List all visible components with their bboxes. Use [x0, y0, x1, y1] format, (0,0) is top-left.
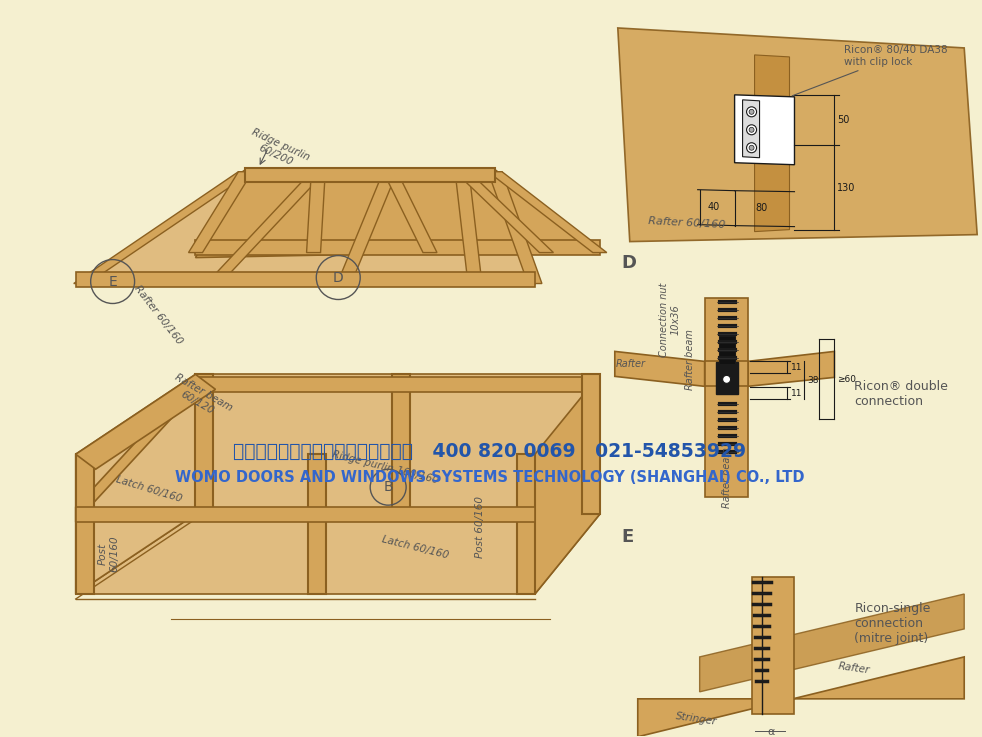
Text: Rafter beam
60/120: Rafter beam 60/120 [167, 371, 234, 423]
Circle shape [749, 128, 754, 132]
Polygon shape [246, 168, 495, 182]
Text: Ricon® double
connection: Ricon® double connection [854, 380, 949, 408]
Polygon shape [383, 172, 437, 253]
Text: Rafter: Rafter [838, 662, 870, 676]
Polygon shape [195, 374, 600, 514]
Circle shape [723, 375, 731, 383]
Polygon shape [308, 454, 326, 594]
Polygon shape [76, 377, 195, 522]
Polygon shape [189, 172, 252, 253]
Polygon shape [195, 170, 600, 257]
Polygon shape [76, 514, 600, 594]
Text: Latch 60/160: Latch 60/160 [114, 475, 183, 504]
Text: 38: 38 [807, 376, 819, 385]
Text: Rafter 60/160: Rafter 60/160 [133, 283, 185, 346]
Polygon shape [195, 240, 600, 254]
Polygon shape [747, 352, 835, 386]
Polygon shape [306, 172, 325, 253]
Polygon shape [705, 298, 747, 497]
Polygon shape [705, 361, 747, 386]
Polygon shape [74, 172, 252, 284]
Text: Ricon® 80/40 DA38
with clip lock: Ricon® 80/40 DA38 with clip lock [792, 45, 948, 96]
Circle shape [749, 145, 754, 150]
Text: D: D [333, 270, 344, 284]
Polygon shape [76, 507, 535, 522]
Text: 沃莫门窗系统科技（上海）有限公司   400 820 0069   021-54853929: 沃莫门窗系统科技（上海）有限公司 400 820 0069 021-548539… [234, 441, 746, 461]
Text: Ridge purlin 160/160: Ridge purlin 160/160 [331, 449, 440, 485]
Text: 50: 50 [838, 115, 849, 125]
Polygon shape [76, 374, 215, 469]
Text: Rafter beam: Rafter beam [722, 447, 732, 508]
Polygon shape [76, 454, 93, 594]
Polygon shape [735, 95, 794, 165]
Text: WOMO DOORS AND WINDOWS SYSTEMS TECHNOLOGY (SHANGHAI) CO., LTD: WOMO DOORS AND WINDOWS SYSTEMS TECHNOLOG… [175, 469, 805, 485]
Polygon shape [637, 657, 964, 737]
Circle shape [746, 125, 756, 135]
Polygon shape [742, 99, 759, 158]
Text: α: α [768, 727, 775, 737]
Text: 80: 80 [755, 203, 768, 213]
Polygon shape [699, 594, 964, 692]
Text: Rafter 60/160: Rafter 60/160 [648, 216, 726, 230]
Text: B: B [383, 481, 393, 495]
Text: Post 60/160: Post 60/160 [475, 496, 485, 558]
Text: Rafter: Rafter [616, 360, 646, 369]
Circle shape [746, 107, 756, 116]
Polygon shape [81, 170, 535, 284]
Polygon shape [488, 172, 607, 253]
Circle shape [749, 109, 754, 114]
Text: Latch 60/160: Latch 60/160 [381, 534, 450, 560]
Polygon shape [206, 172, 325, 284]
Text: Rafter beam: Rafter beam [684, 329, 694, 390]
Text: Ridge purlin
60/200: Ridge purlin 60/200 [246, 127, 311, 172]
Text: 40: 40 [707, 202, 720, 212]
Circle shape [746, 143, 756, 153]
Polygon shape [76, 271, 535, 287]
Polygon shape [618, 28, 977, 242]
Polygon shape [582, 374, 600, 514]
Text: ≥60: ≥60 [838, 375, 856, 384]
Text: 11: 11 [791, 389, 802, 398]
Polygon shape [751, 577, 794, 714]
Polygon shape [488, 172, 542, 284]
Text: E: E [108, 274, 117, 288]
Text: 130: 130 [838, 183, 855, 192]
Bar [716, 363, 737, 394]
Text: Post
60/160: Post 60/160 [98, 536, 120, 573]
Text: Stringer: Stringer [675, 711, 718, 727]
Polygon shape [337, 172, 397, 284]
Polygon shape [76, 374, 195, 594]
Polygon shape [195, 377, 600, 392]
Text: E: E [622, 528, 634, 546]
Text: Connection nut
10x36: Connection nut 10x36 [659, 282, 681, 357]
Polygon shape [455, 172, 554, 253]
Text: 11: 11 [791, 363, 802, 372]
Polygon shape [517, 454, 535, 594]
Polygon shape [392, 374, 410, 514]
Polygon shape [535, 374, 600, 594]
Text: Ricon­single
connection
(mitre joint): Ricon­single connection (mitre joint) [854, 602, 931, 646]
Polygon shape [754, 55, 790, 231]
Bar [719, 336, 735, 364]
Text: D: D [622, 254, 636, 271]
Polygon shape [455, 172, 482, 284]
Polygon shape [615, 352, 705, 386]
Polygon shape [195, 374, 213, 514]
